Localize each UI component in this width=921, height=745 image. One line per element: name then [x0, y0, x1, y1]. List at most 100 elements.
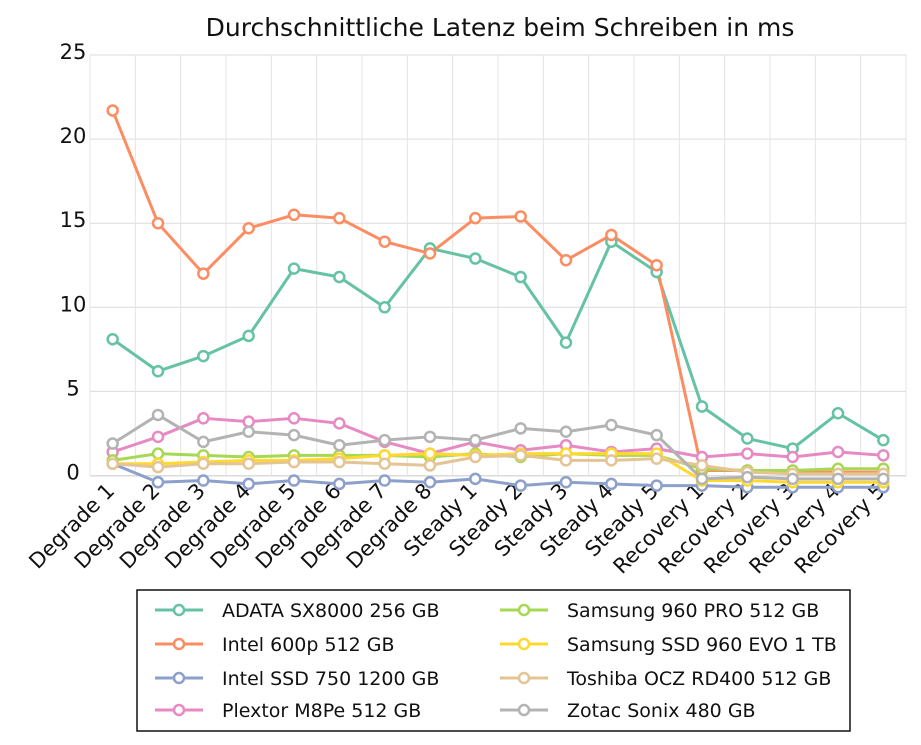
data-point [469, 252, 482, 265]
data-point [197, 267, 210, 280]
data-point [514, 422, 527, 435]
data-point [242, 457, 255, 470]
data-point [650, 259, 663, 272]
data-point [695, 459, 709, 472]
data-point [333, 438, 346, 452]
data-point [605, 454, 618, 467]
data-point [559, 454, 573, 467]
series-line [112, 453, 884, 476]
legend-swatch-marker [517, 603, 531, 617]
y-tick-label: 10 [60, 292, 87, 316]
data-point [197, 435, 210, 449]
legend-label: ADATA SX8000 256 GB [222, 600, 440, 622]
data-point [559, 336, 573, 349]
data-point [695, 400, 709, 413]
data-point [831, 472, 845, 486]
legend-swatch-marker [172, 603, 186, 617]
data-point [469, 472, 482, 486]
data-point [378, 457, 391, 470]
data-point [695, 472, 709, 486]
data-point [242, 415, 255, 428]
legend-label: Zotac Sonix 480 GB [567, 700, 756, 722]
data-point [650, 428, 663, 442]
legend-label: Toshiba OCZ RD400 512 GB [566, 668, 831, 690]
data-point [333, 211, 346, 225]
data-point [423, 430, 437, 444]
data-point [287, 474, 301, 487]
y-tick-label: 15 [60, 208, 87, 232]
series-line [112, 452, 884, 484]
series-line [111, 240, 885, 451]
data-point [378, 235, 391, 248]
legend-swatch-marker [172, 637, 186, 651]
data-point [242, 221, 255, 235]
data-point [741, 470, 754, 484]
data-point [151, 460, 165, 474]
data-point [333, 417, 346, 430]
data-point [151, 216, 165, 230]
data-point [287, 208, 301, 222]
data-point [287, 412, 301, 425]
data-point [514, 479, 527, 492]
y-tick-label: 20 [60, 124, 87, 148]
y-tick-label: 5 [66, 376, 79, 400]
data-point [605, 477, 618, 491]
legend: ADATA SX8000 256 GB Intel 600p 512 GB Inte… [136, 589, 851, 732]
series-line [111, 413, 884, 481]
data-point [106, 104, 119, 117]
data-point [287, 428, 301, 442]
data-point [877, 449, 890, 462]
y-tick-label: 25 [60, 40, 87, 64]
data-point [378, 474, 391, 487]
data-point [242, 329, 255, 343]
legend-swatch-marker [172, 703, 186, 717]
legend-swatch-marker [517, 671, 531, 685]
data-point [786, 472, 799, 486]
data-point [287, 455, 301, 469]
data-point [197, 474, 210, 487]
data-point [559, 253, 573, 267]
legend-label: Samsung SSD 960 EVO 1 TB [567, 634, 837, 656]
data-point [559, 475, 573, 489]
legend-label: Plextor M8Pe 512 GB [222, 700, 421, 722]
legend-frame [136, 589, 851, 732]
data-point [151, 430, 165, 444]
legend-swatch-marker [172, 671, 186, 685]
data-point [650, 479, 663, 492]
data-point [242, 425, 255, 439]
data-point [423, 447, 437, 460]
y-tick-label: 0 [66, 461, 79, 485]
data-point [242, 477, 255, 491]
data-point [333, 455, 346, 469]
data-point [741, 447, 754, 460]
chart-title: Durchschnittliche Latenz beim Schreiben … [206, 13, 795, 42]
data-point [831, 445, 845, 459]
data-point [877, 433, 890, 447]
data-point [197, 349, 210, 363]
legend-label: Intel SSD 750 1200 GB [222, 668, 439, 690]
data-point [378, 433, 391, 447]
data-point [559, 425, 573, 439]
data-point [469, 211, 482, 225]
data-point [151, 447, 165, 460]
data-point [514, 449, 527, 462]
data-point [877, 472, 890, 486]
data-point [151, 364, 165, 378]
data-point [197, 457, 210, 470]
data-point [786, 450, 799, 464]
data-point [605, 228, 618, 242]
data-point [831, 407, 845, 420]
legend-swatch-marker [517, 703, 531, 717]
data-point [333, 270, 346, 284]
legend-swatch-marker [517, 637, 531, 651]
series-line [112, 416, 884, 459]
legend-label: Intel 600p 512 GB [222, 634, 395, 656]
data-point [423, 247, 437, 260]
data-point [514, 210, 527, 223]
data-point [106, 333, 119, 346]
data-point [423, 475, 437, 489]
data-point [106, 437, 119, 450]
legend-label: Samsung 960 PRO 512 GB [567, 600, 819, 622]
data-point [514, 270, 527, 284]
